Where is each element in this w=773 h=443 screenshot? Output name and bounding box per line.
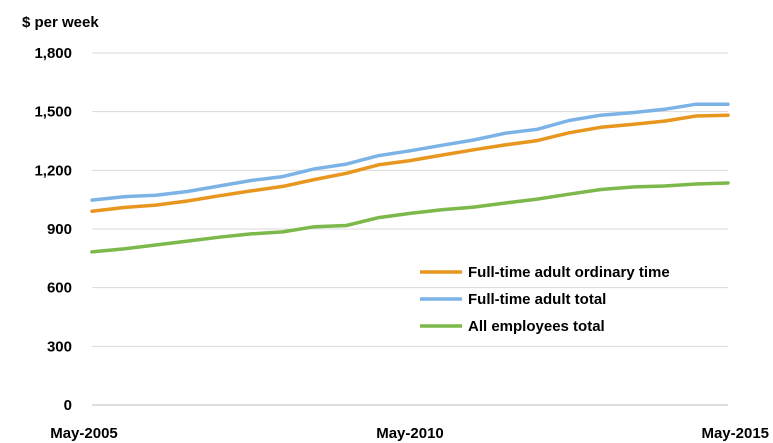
y-tick-label: 1,800 bbox=[34, 45, 72, 62]
series-line-2 bbox=[90, 102, 730, 202]
x-tick-labels: May-2005 May-2010 May-2015 bbox=[50, 425, 769, 442]
y-tick-label: 1,500 bbox=[34, 104, 72, 121]
legend-label: Full-time adult total bbox=[468, 291, 606, 308]
y-tick-label: 300 bbox=[47, 338, 72, 355]
series-line-1 bbox=[90, 113, 730, 213]
y-tick-label: 600 bbox=[47, 280, 72, 297]
series-lines bbox=[90, 102, 730, 254]
x-tick-label: May-2015 bbox=[701, 425, 769, 442]
y-tick-label: 900 bbox=[47, 221, 72, 238]
legend-label: All employees total bbox=[468, 318, 605, 335]
y-tick-label: 0 bbox=[64, 397, 72, 414]
legend-label: Full-time adult ordinary time bbox=[468, 264, 670, 281]
y-tick-label: 1,200 bbox=[34, 162, 72, 179]
gridlines bbox=[92, 52, 728, 406]
y-axis-label: $ per week bbox=[22, 14, 99, 31]
x-tick-label: May-2005 bbox=[50, 425, 118, 442]
y-tick-labels: 0 300 600 900 1,200 1,500 1,800 bbox=[34, 45, 72, 414]
x-tick-label: May-2010 bbox=[376, 425, 444, 442]
series-line-3 bbox=[90, 181, 730, 254]
legend: Full-time adult ordinary time Full-time a… bbox=[420, 264, 670, 335]
